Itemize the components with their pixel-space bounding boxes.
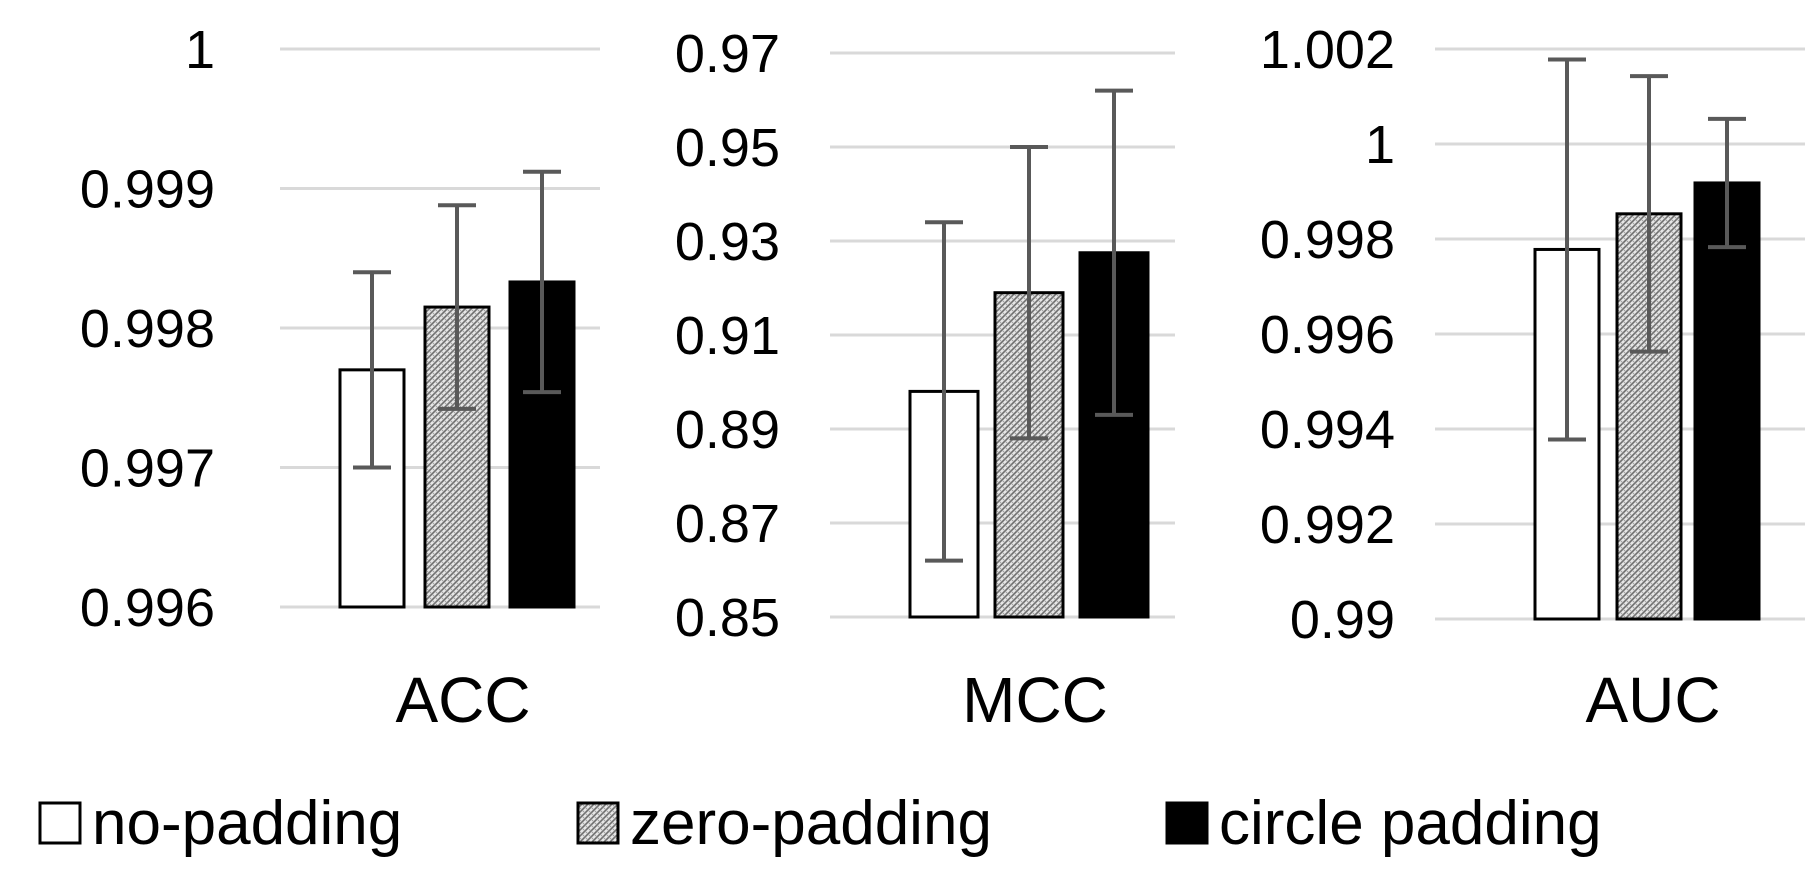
legend-label-zero-padding: zero-padding xyxy=(630,789,992,858)
y-tick-label: 0.97 xyxy=(675,24,780,84)
y-tick-label: 0.996 xyxy=(80,578,215,638)
y-tick-label: 1 xyxy=(1365,115,1395,175)
legend-item-circle-padding: circle padding xyxy=(1165,789,1602,858)
error-bar-no-padding xyxy=(1548,57,1586,442)
y-tick-label: 0.997 xyxy=(80,439,215,499)
error-bar-no-padding xyxy=(925,220,963,563)
y-tick-label: 0.87 xyxy=(675,494,780,554)
category-label-auc: AUC xyxy=(1585,664,1720,736)
y-tick-label: 0.998 xyxy=(1260,210,1395,270)
y-tick-label: 1.002 xyxy=(1260,20,1395,80)
chart-panels: 0.996 0.997 0.998 0.999 1 ACC 0.85 0.87 0.89 0.91… xyxy=(80,20,1805,736)
legend-label-no-padding: no-padding xyxy=(92,789,402,858)
legend-swatch-zero-padding xyxy=(576,801,620,845)
legend: no-padding zero-padding circle padding xyxy=(38,789,1602,858)
y-tick-label: 0.998 xyxy=(80,299,215,359)
legend-label-circle-padding: circle padding xyxy=(1219,789,1602,858)
y-tick-label: 0.996 xyxy=(1260,305,1395,365)
error-bar-zero-padding xyxy=(1010,145,1048,441)
error-bar-zero-padding xyxy=(1630,74,1668,354)
y-tick-label: 0.992 xyxy=(1260,495,1395,555)
category-label-acc: ACC xyxy=(395,664,530,736)
legend-swatch-circle-padding xyxy=(1165,801,1209,845)
y-tick-label: 0.85 xyxy=(675,588,780,648)
legend-swatch-no-padding xyxy=(38,801,82,845)
bar-circle-padding xyxy=(1693,181,1761,621)
y-tick-label: 0.91 xyxy=(675,306,780,366)
panel-mcc: 0.85 0.87 0.89 0.91 0.93 0.95 0.97 MCC xyxy=(675,24,1175,736)
error-bar-circle-padding xyxy=(1095,88,1133,417)
error-bar-zero-padding xyxy=(438,203,476,411)
y-tick-label: 0.93 xyxy=(675,212,780,272)
y-tick-label: 0.999 xyxy=(80,160,215,220)
legend-item-zero-padding: zero-padding xyxy=(576,789,992,858)
legend-item-no-padding: no-padding xyxy=(38,789,402,858)
error-bar-no-padding xyxy=(353,270,391,470)
y-tick-label: 0.99 xyxy=(1290,590,1395,650)
error-bar-circle-padding xyxy=(523,169,561,395)
y-tick-label: 1 xyxy=(185,20,215,80)
panel-auc: 0.99 0.992 0.994 0.996 0.998 1 1.002 AUC xyxy=(1260,20,1805,736)
y-tick-label: 0.95 xyxy=(675,118,780,178)
panel-acc: 0.996 0.997 0.998 0.999 1 ACC xyxy=(80,20,600,736)
error-bar-circle-padding xyxy=(1708,116,1746,250)
category-label-mcc: MCC xyxy=(962,664,1108,736)
y-tick-label: 0.994 xyxy=(1260,400,1395,460)
y-tick-label: 0.89 xyxy=(675,400,780,460)
